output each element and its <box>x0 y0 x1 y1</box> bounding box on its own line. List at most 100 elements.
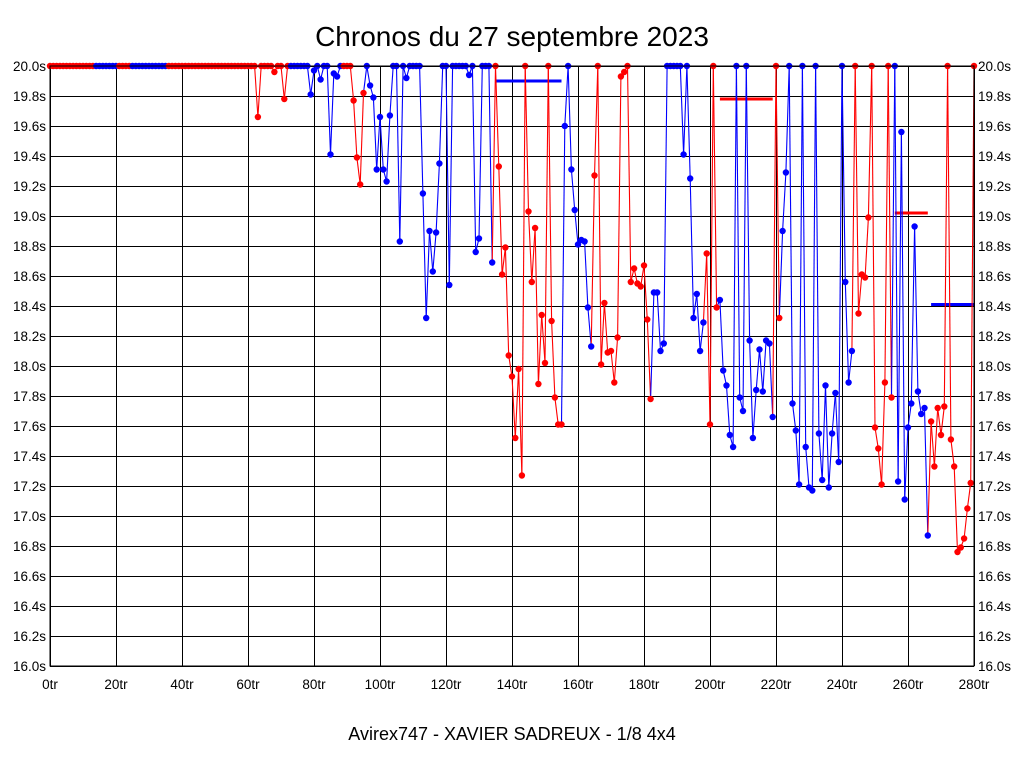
series-segment <box>887 65 893 398</box>
lap-point <box>815 430 823 437</box>
y-tick-label-left: 20.0s <box>13 59 46 74</box>
lap-point <box>617 73 625 80</box>
lap-point <box>561 122 568 130</box>
x-tick-label: 180tr <box>629 677 660 692</box>
series-segment <box>610 350 615 383</box>
lap-point <box>647 395 654 403</box>
series-segment <box>937 407 942 436</box>
y-tick-label-right: 18.6s <box>978 269 1011 284</box>
y-tick-label-left: 16.6s <box>13 569 46 584</box>
lap-point <box>640 262 648 269</box>
lap-point <box>904 424 912 431</box>
series-segment <box>399 65 404 242</box>
series-segment <box>897 131 902 482</box>
lap-point <box>819 476 826 484</box>
y-tick-label-left: 16.2s <box>13 629 46 644</box>
lap-point <box>614 334 621 341</box>
lap-point <box>584 304 592 311</box>
lap-point <box>766 340 773 347</box>
series-segment <box>640 265 645 287</box>
series-segment <box>376 116 381 170</box>
lap-point <box>921 404 928 412</box>
y-tick-label-left: 18.8s <box>13 239 46 254</box>
y-axis-labels-right: 20.0s 19.8s 19.6s 19.4s 19.2s 19.0s 18.8s 18.6s… <box>978 59 1011 674</box>
y-tick-label-left: 17.6s <box>13 419 46 434</box>
series-segment <box>851 65 856 352</box>
lap-point <box>508 373 516 380</box>
lap-point <box>538 311 545 319</box>
x-tick-label: 0tr <box>42 677 58 692</box>
lap-point <box>611 379 618 386</box>
series-segment <box>947 65 952 440</box>
series-segment <box>696 293 701 352</box>
lap-point <box>254 113 262 121</box>
lap-point <box>601 299 608 307</box>
series-segment <box>828 433 833 488</box>
lap-point <box>515 365 522 373</box>
series-segment <box>927 421 932 536</box>
y-tick-label-left: 16.4s <box>13 599 46 614</box>
series-segment <box>758 349 764 392</box>
series-segment <box>907 403 912 428</box>
series-segment <box>950 439 955 467</box>
series-segment <box>531 227 536 283</box>
lap-point <box>746 337 753 344</box>
series-segment <box>501 247 506 275</box>
series-segment <box>326 65 332 155</box>
series-segment <box>379 116 384 170</box>
y-tick-label-right: 19.8s <box>978 89 1011 104</box>
series-segment <box>811 65 817 491</box>
lap-point <box>591 172 598 179</box>
lap-point <box>914 388 922 395</box>
lap-point <box>403 74 410 82</box>
series-segment <box>445 65 450 286</box>
lap-point <box>370 94 377 101</box>
chart-title: Chronos du 27 septembre 2023 <box>315 21 709 52</box>
lap-point <box>531 224 539 232</box>
series-segment <box>683 65 688 155</box>
lap-point <box>512 434 519 442</box>
series-segment <box>890 65 896 398</box>
lap-point <box>307 91 314 98</box>
series-segment <box>785 65 790 173</box>
lap-point <box>865 214 872 221</box>
y-axis-labels-left: 20.0s 19.8s 19.6s 19.4s 19.2s 19.0s 18.8s 18.6s… <box>13 59 46 674</box>
y-tick-label-left: 19.8s <box>13 89 46 104</box>
lap-point <box>548 317 555 325</box>
series-segment <box>719 299 724 371</box>
lap-point <box>465 71 473 79</box>
series-segment <box>422 193 427 319</box>
x-tick-label: 100tr <box>365 677 396 692</box>
series-segment <box>438 65 444 164</box>
lap-point <box>386 112 394 119</box>
lap-point <box>551 394 559 401</box>
lap-point <box>419 190 427 197</box>
y-tick-label-left: 17.2s <box>13 479 46 494</box>
series-segment <box>419 65 424 194</box>
series-segment <box>386 115 391 182</box>
series-segment <box>521 65 526 476</box>
lap-point <box>436 160 443 167</box>
lap-point <box>703 250 710 257</box>
y-tick-label-left: 19.2s <box>13 179 46 194</box>
series-segment <box>900 131 906 500</box>
series-segment <box>389 65 394 116</box>
series-segment <box>498 166 503 275</box>
lap-point <box>878 481 885 488</box>
x-axis-labels: 0tr 20tr 40tr 60tr 80tr 100tr 120tr 140tr 160tr 1… <box>42 677 990 692</box>
series-segment <box>838 65 843 463</box>
series-segment <box>527 211 533 283</box>
series-segment <box>910 226 916 404</box>
lap-point <box>828 430 836 437</box>
lap-point <box>795 481 803 488</box>
series-segment <box>547 65 553 322</box>
lap-point <box>875 445 882 452</box>
series-segment <box>488 65 493 263</box>
lap-point <box>687 175 694 182</box>
lap-point <box>888 394 895 401</box>
series-segment <box>725 385 731 436</box>
series-segment <box>551 320 556 398</box>
lap-point <box>960 535 968 542</box>
lap-point <box>954 548 961 556</box>
lap-point <box>720 367 727 374</box>
